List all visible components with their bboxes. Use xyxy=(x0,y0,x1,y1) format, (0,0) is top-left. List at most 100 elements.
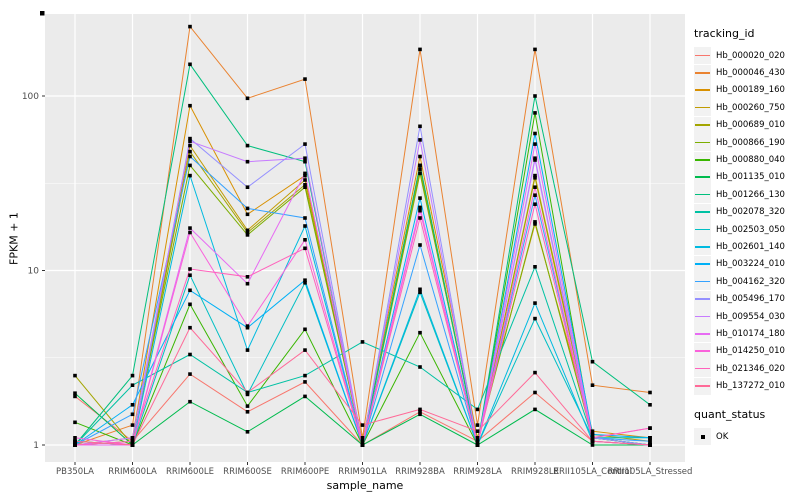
x-tick-label: RRIM600SE xyxy=(223,467,272,477)
x-tick-label: RRIM600PE xyxy=(281,467,329,477)
data-point xyxy=(533,222,537,226)
data-point xyxy=(303,173,307,178)
legend-item: Hb_000866_190 xyxy=(694,134,798,152)
data-point xyxy=(303,224,307,228)
data-point xyxy=(188,273,192,277)
data-point xyxy=(188,163,192,168)
data-point xyxy=(533,370,537,375)
legend-item: Hb_002503_050 xyxy=(694,221,798,239)
legend-item-label: Hb_002078_320 xyxy=(716,207,785,218)
data-point xyxy=(73,443,77,447)
data-point xyxy=(73,439,77,444)
legend-key-line xyxy=(695,106,710,109)
legend-item-label: Hb_001135_010 xyxy=(716,172,785,183)
data-point xyxy=(303,394,307,399)
data-point xyxy=(188,62,192,67)
axis-ticks xyxy=(42,95,651,465)
data-point xyxy=(533,111,537,115)
data-point xyxy=(245,212,250,217)
data-point xyxy=(648,439,652,444)
data-point xyxy=(360,439,365,444)
legend-key xyxy=(694,203,711,221)
legend-item: Hb_000880_040 xyxy=(694,151,798,169)
data-point xyxy=(73,373,77,378)
data-point xyxy=(533,173,537,178)
legend-item-label: Hb_002503_050 xyxy=(716,224,785,235)
data-point xyxy=(130,443,135,447)
data-point xyxy=(245,143,250,148)
data-point xyxy=(418,330,422,335)
legend-key xyxy=(694,47,711,65)
data-point xyxy=(245,324,250,328)
data-point xyxy=(303,380,307,384)
data-point xyxy=(188,325,192,330)
legend: tracking_id Hb_000020_020 Hb_000046_430 Hb… xyxy=(694,27,798,445)
data-point xyxy=(533,220,537,224)
data-point xyxy=(360,436,365,440)
legend-color-items: Hb_000020_020 Hb_000046_430 Hb_000189_160 H… xyxy=(694,47,798,395)
legend-key xyxy=(694,377,711,395)
data-point xyxy=(475,407,480,412)
data-point xyxy=(303,216,307,220)
data-point xyxy=(73,420,77,425)
data-point xyxy=(188,139,192,144)
legend-title-quant-status: quant_status xyxy=(694,407,766,421)
legend-item-quant: OK xyxy=(694,428,798,445)
data-point xyxy=(188,352,192,357)
data-point xyxy=(418,410,422,414)
legend-key-line xyxy=(695,159,710,161)
data-point xyxy=(533,316,537,321)
data-point xyxy=(73,391,77,395)
data-point xyxy=(418,407,422,412)
y-tick-labels: 1 10 100 xyxy=(22,92,39,451)
legend-key-line xyxy=(695,193,710,196)
data-point xyxy=(418,163,422,168)
data-point xyxy=(418,167,422,172)
legend-key-line xyxy=(695,124,710,126)
data-point xyxy=(188,372,192,376)
data-point xyxy=(245,230,250,235)
data-point xyxy=(303,171,307,176)
data-point xyxy=(303,281,307,285)
data-point xyxy=(475,429,480,433)
data-point xyxy=(188,173,192,178)
data-point xyxy=(73,394,77,399)
legend-item: Hb_003224_010 xyxy=(694,255,798,273)
legend-item: Hb_014250_010 xyxy=(694,342,798,360)
legend-key xyxy=(694,186,711,204)
data-point xyxy=(475,436,480,440)
data-point xyxy=(245,392,250,397)
legend-item: Hb_002601_140 xyxy=(694,238,798,256)
data-point xyxy=(475,439,480,444)
legend-item: Hb_137272_010 xyxy=(694,377,798,395)
legend-item: Hb_000260_750 xyxy=(694,99,798,117)
legend-key xyxy=(694,325,711,343)
x-axis-title: sample_name xyxy=(326,479,404,492)
legend-title-tracking-id: tracking_id xyxy=(694,27,755,40)
data-point xyxy=(360,423,365,427)
data-point xyxy=(245,430,250,434)
data-point xyxy=(245,185,250,189)
legend-key-line xyxy=(695,228,710,231)
legend-item-label: Hb_000046_430 xyxy=(716,68,785,79)
legend-key-line xyxy=(695,89,710,92)
data-point xyxy=(475,423,480,427)
legend-item: Hb_001266_130 xyxy=(694,186,798,204)
data-point xyxy=(360,443,365,447)
legend-key-line xyxy=(695,280,710,283)
legend-key xyxy=(694,428,711,445)
data-point xyxy=(303,183,307,187)
data-point xyxy=(590,429,595,433)
data-point xyxy=(303,77,307,81)
y-axis-title: FPKM + 1 xyxy=(7,212,21,265)
legend-key-line xyxy=(695,367,710,370)
legend-item: Hb_000020_020 xyxy=(694,47,798,65)
legend-item: Hb_000189_160 xyxy=(694,81,798,99)
legend-item-label: Hb_014250_010 xyxy=(716,346,785,357)
legend-item-label: Hb_137272_010 xyxy=(716,381,785,392)
legend-item-label: Hb_000260_750 xyxy=(716,102,785,113)
legend-item: Hb_000046_430 xyxy=(694,64,798,82)
legend-key-line xyxy=(695,72,710,74)
data-point xyxy=(188,103,192,108)
